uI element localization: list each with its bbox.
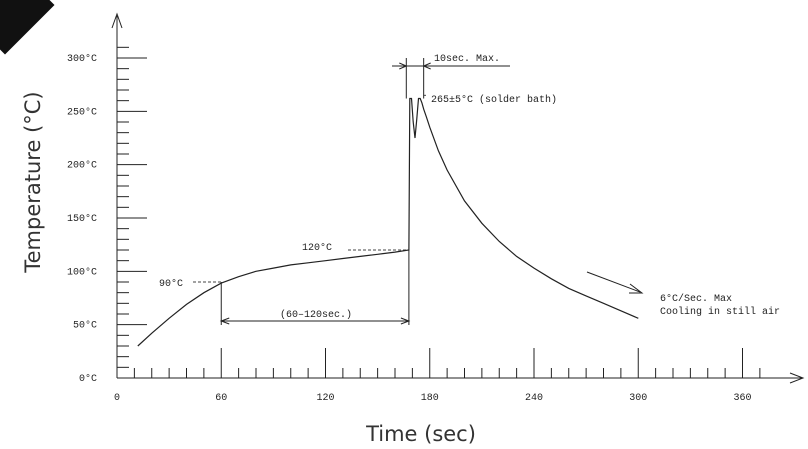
preheat-arrow-left (219, 317, 230, 325)
x-tick-label: 60 (215, 393, 227, 404)
annotation-label: Cooling in still air (660, 306, 780, 318)
x-axis-title: Time (sec) (365, 422, 476, 446)
cooling-arrow-head (629, 283, 644, 294)
annotation-label: 265±5°C (solder bath) (431, 94, 557, 106)
x-tick-label: 300 (629, 393, 647, 404)
x-tick-label: 360 (733, 393, 751, 404)
x-tick-label: 240 (525, 393, 543, 404)
annotation-label: 6°C/Sec. Max (660, 293, 732, 305)
y-axis-arrow (111, 12, 123, 29)
y-tick-label: 200°C (67, 160, 97, 172)
y-axis-title: Temperature (°C) (21, 91, 45, 273)
peak-arrow-right (422, 62, 431, 70)
annotation-label: 10sec. Max. (434, 54, 500, 65)
preheat-arrow-right (400, 317, 411, 325)
y-tick-label: 0°C (79, 373, 97, 385)
annotation-label: 120°C (302, 242, 332, 254)
annotation-label: (60–120sec.) (280, 309, 352, 321)
x-tick-label: 120 (316, 393, 334, 404)
y-tick-label: 150°C (67, 213, 97, 225)
annotation-label: 90°C (159, 278, 183, 290)
x-tick-label: 180 (421, 393, 439, 404)
guides (193, 58, 644, 325)
y-tick-label: 250°C (67, 106, 97, 118)
x-tick-label: 0 (114, 393, 120, 404)
y-tick-label: 50°C (73, 320, 97, 332)
cooling-arrow-line (586, 271, 641, 293)
temperature-profile-line (137, 97, 639, 347)
y-tick-label: 100°C (67, 266, 97, 278)
axes (111, 12, 805, 384)
peak-arrow-left (399, 62, 408, 70)
x-axis-arrow (789, 372, 805, 384)
ticks: 0 60 120 180 240 300 360 0°C 50°C 100°C 150°C 200°C… (67, 46, 761, 404)
annotations: 90°C 120°C 265±5°C (solder bath) 10sec. Max… (159, 54, 780, 321)
y-tick-label: 300°C (67, 53, 97, 65)
